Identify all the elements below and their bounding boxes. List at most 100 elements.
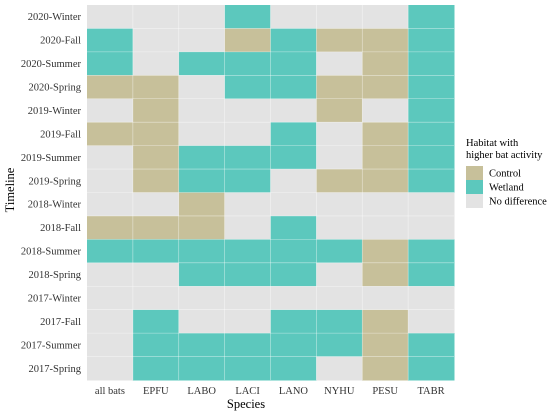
heatmap-cell — [132, 75, 180, 100]
heatmap-cell — [362, 169, 409, 193]
heatmap-cell — [316, 169, 363, 193]
heatmap-cell — [132, 333, 180, 358]
heatmap-cell — [224, 122, 271, 147]
heatmap-cell — [178, 51, 226, 76]
heatmap-cell — [132, 239, 180, 264]
heatmap-cell — [178, 215, 226, 240]
heatmap-cell — [178, 75, 226, 100]
heatmap-cell — [316, 192, 363, 217]
heatmap-cell — [270, 122, 317, 147]
y-tick-label: 2018-Fall — [40, 223, 81, 234]
heatmap-cell — [87, 75, 134, 100]
heatmap-cell — [178, 28, 226, 53]
heatmap-cell — [224, 215, 271, 240]
heatmap-cell — [224, 169, 271, 193]
heatmap-cell — [132, 262, 180, 287]
heatmap-cell — [362, 192, 409, 217]
heatmap-cell — [408, 169, 455, 193]
heatmap-cell — [224, 51, 271, 76]
heatmap-cell — [270, 215, 317, 240]
heatmap-cell — [87, 356, 134, 381]
heatmap-cell — [362, 145, 409, 170]
heatmap-cell — [87, 169, 134, 193]
heatmap-cell — [270, 28, 317, 53]
heatmap-cell — [408, 192, 455, 217]
heatmap-cell — [316, 286, 363, 311]
heatmap-cell — [87, 309, 134, 334]
heatmap-cell — [408, 75, 455, 100]
heatmap-cell — [132, 309, 180, 334]
heatmap-cell — [87, 262, 134, 287]
heatmap-cell — [87, 192, 134, 217]
heatmap-cell — [270, 5, 317, 29]
y-tick-label: 2020-Summer — [21, 59, 82, 70]
heatmap-cell — [270, 286, 317, 311]
heatmap-cell — [270, 75, 317, 100]
heatmap-cell — [224, 239, 271, 264]
legend-label: Control — [489, 169, 521, 180]
heatmap-cell — [408, 122, 455, 147]
heatmap-cell — [132, 5, 180, 29]
heatmap-cell — [270, 145, 317, 170]
heatmap-cell — [224, 192, 271, 217]
heatmap-cell — [270, 169, 317, 193]
heatmap-cell — [408, 98, 455, 123]
heatmap-cell — [316, 75, 363, 100]
heatmap-cell — [270, 192, 317, 217]
y-tick-label: 2020-Fall — [40, 36, 81, 47]
heatmap-cell — [132, 215, 180, 240]
heatmap-cell — [316, 262, 363, 287]
heatmap-cell — [178, 286, 226, 311]
heatmap-cell — [132, 356, 180, 381]
y-tick-label: 2019-Summer — [21, 153, 82, 164]
heatmap-cell — [408, 215, 455, 240]
heatmap-cell — [87, 286, 134, 311]
heatmap-cell — [132, 169, 180, 193]
heatmap-cell — [132, 286, 180, 311]
heatmap-cell — [87, 51, 134, 76]
heatmap-cell — [408, 145, 455, 170]
legend-swatch — [466, 180, 483, 194]
heatmap-cell — [178, 333, 226, 358]
y-axis-title: Timeline — [3, 167, 17, 212]
y-axis-tick-labels: 2020-Winter 2020-Fall 2020-Summer 2020-Spri… — [21, 12, 82, 375]
heatmap-cell — [178, 309, 226, 334]
heatmap-cell — [316, 122, 363, 147]
heatmap-cell — [270, 51, 317, 76]
heatmap-cell — [362, 262, 409, 287]
heatmap-cell — [362, 239, 409, 264]
heatmap-cell — [316, 333, 363, 358]
heatmap-cell — [224, 28, 271, 53]
heatmap-cell — [362, 286, 409, 311]
x-tick-label: PESU — [372, 386, 398, 397]
y-tick-label: 2020-Spring — [29, 83, 82, 94]
y-tick-label: 2018-Winter — [28, 200, 82, 211]
heatmap-cell — [408, 309, 455, 334]
y-tick-label: 2017-Summer — [21, 340, 82, 351]
heatmap-cell — [132, 28, 180, 53]
legend-swatch — [466, 166, 483, 180]
x-axis-tick-labels: all bats EPFU LABO LACI LANO NYHU PESU TABR — [95, 386, 445, 397]
heatmap-cell — [132, 51, 180, 76]
heatmap-cell — [316, 356, 363, 381]
heatmap-cell — [224, 286, 271, 311]
y-tick-label: 2017-Spring — [29, 364, 82, 375]
heatmap-cell — [316, 5, 363, 29]
x-tick-label: LANO — [279, 386, 309, 397]
heatmap-cell — [224, 145, 271, 170]
legend-label: Wetland — [489, 183, 524, 194]
heatmap-cell — [408, 286, 455, 311]
heatmap-cell — [87, 5, 134, 29]
heatmap-cell — [408, 28, 455, 53]
heatmap-cell — [132, 122, 180, 147]
heatmap-cell — [270, 333, 317, 358]
heatmap-cell — [87, 239, 134, 264]
heatmap-cell — [87, 28, 134, 53]
heatmap-cell — [178, 169, 226, 193]
y-tick-label: 2017-Fall — [40, 317, 81, 328]
y-tick-label: 2019-Spring — [29, 176, 82, 187]
heatmap-cell — [362, 75, 409, 100]
legend-title-line-2: higher bat activity — [466, 150, 543, 161]
heatmap-cell — [316, 98, 363, 123]
heatmap-cell — [87, 122, 134, 147]
